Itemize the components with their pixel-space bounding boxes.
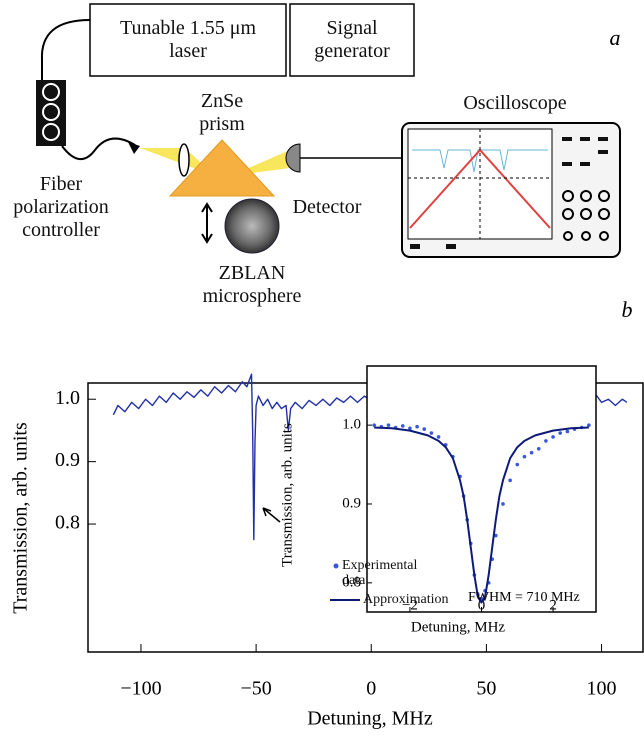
data-line — [374, 426, 589, 604]
data-point — [408, 426, 412, 431]
data-point — [558, 431, 563, 435]
y-tick-label: 1.0 — [55, 387, 80, 409]
y-tick-label: 0.8 — [55, 512, 80, 534]
data-point — [429, 431, 434, 435]
microsphere — [224, 198, 280, 254]
fiber-tip — [128, 142, 140, 154]
data-point — [536, 446, 541, 451]
charts: −100 −50 0 50 100 0.8 0.9 1.0 −2 0 2 0.8 0.9 1.0 — [55, 365, 644, 700]
data-point — [372, 423, 376, 427]
setup-diagram — [36, 3, 621, 258]
data-point — [522, 454, 527, 459]
data-point — [386, 423, 391, 427]
x-tick-label: 50 — [476, 678, 496, 700]
prism — [168, 139, 276, 197]
data-point — [400, 424, 405, 428]
data-point — [415, 424, 419, 429]
paddle — [42, 103, 60, 121]
controller-icon — [36, 80, 66, 146]
scope-trace — [412, 149, 548, 173]
x-tick-label: 100 — [587, 678, 617, 700]
fiber — [61, 137, 136, 160]
generator-box — [289, 3, 415, 77]
data-point — [515, 462, 520, 467]
x-tick-label: 0 — [366, 678, 376, 700]
inset-chart: −2 0 2 0.8 0.9 1.0 — [330, 365, 597, 613]
inset-y-label: Transmission, arb. units — [279, 423, 295, 567]
legend-label: Experimental data — [342, 558, 418, 588]
paddle — [42, 83, 60, 101]
y-tick-label: 1.0 — [342, 417, 361, 433]
prism-label: ZnSe prism — [199, 90, 245, 135]
data-point — [436, 435, 441, 439]
dip-arrow — [262, 507, 281, 523]
legend-marker — [333, 563, 339, 569]
y-tick-label: 0.8 — [342, 574, 361, 590]
panel-label: b — [622, 297, 633, 322]
x-axis-label: Detuning, MHz — [307, 708, 433, 730]
x-tick-label: −50 — [240, 678, 271, 700]
x-tick-label: 2 — [549, 597, 557, 613]
move-arrow — [201, 202, 213, 244]
data-point — [422, 427, 427, 431]
lens — [178, 143, 190, 177]
y-tick-label: 0.9 — [55, 449, 80, 471]
y-axis-label: Transmission, arb. units — [10, 422, 32, 614]
data-point — [501, 502, 505, 506]
panel-label: a — [610, 25, 621, 50]
detector-label: Detector — [292, 196, 362, 218]
controller-label: Fiber polarization controller — [13, 173, 109, 241]
data-point — [508, 478, 512, 483]
y-tick-label: 0.9 — [342, 495, 361, 511]
legend-label: Approximation — [363, 592, 449, 607]
annotation: FWHM = 710 MHz — [468, 590, 580, 605]
x-tick-label: 0 — [478, 597, 486, 613]
scope-buttons — [410, 137, 608, 249]
generator-label: Signal generator — [314, 17, 390, 62]
data-point — [529, 450, 534, 455]
data-point — [587, 423, 591, 427]
laser-label: Tunable 1.55 μm laser — [119, 17, 257, 62]
fiber — [40, 19, 91, 82]
inset-x-label: Detuning, MHz — [411, 619, 505, 635]
plot-frame — [366, 365, 597, 613]
oscilloscope-label: Oscilloscope — [463, 92, 567, 114]
data-point — [565, 429, 570, 434]
paddle — [42, 123, 60, 141]
scope-knobs — [562, 190, 610, 241]
x-tick-label: −100 — [120, 678, 161, 700]
x-tick-label: −2 — [402, 597, 418, 613]
data-point — [494, 533, 498, 538]
microsphere-label: ZBLAN microsphere — [202, 262, 302, 307]
data-point — [544, 439, 548, 443]
data-point — [551, 435, 555, 439]
laser-box — [89, 3, 287, 77]
detector — [285, 143, 301, 173]
